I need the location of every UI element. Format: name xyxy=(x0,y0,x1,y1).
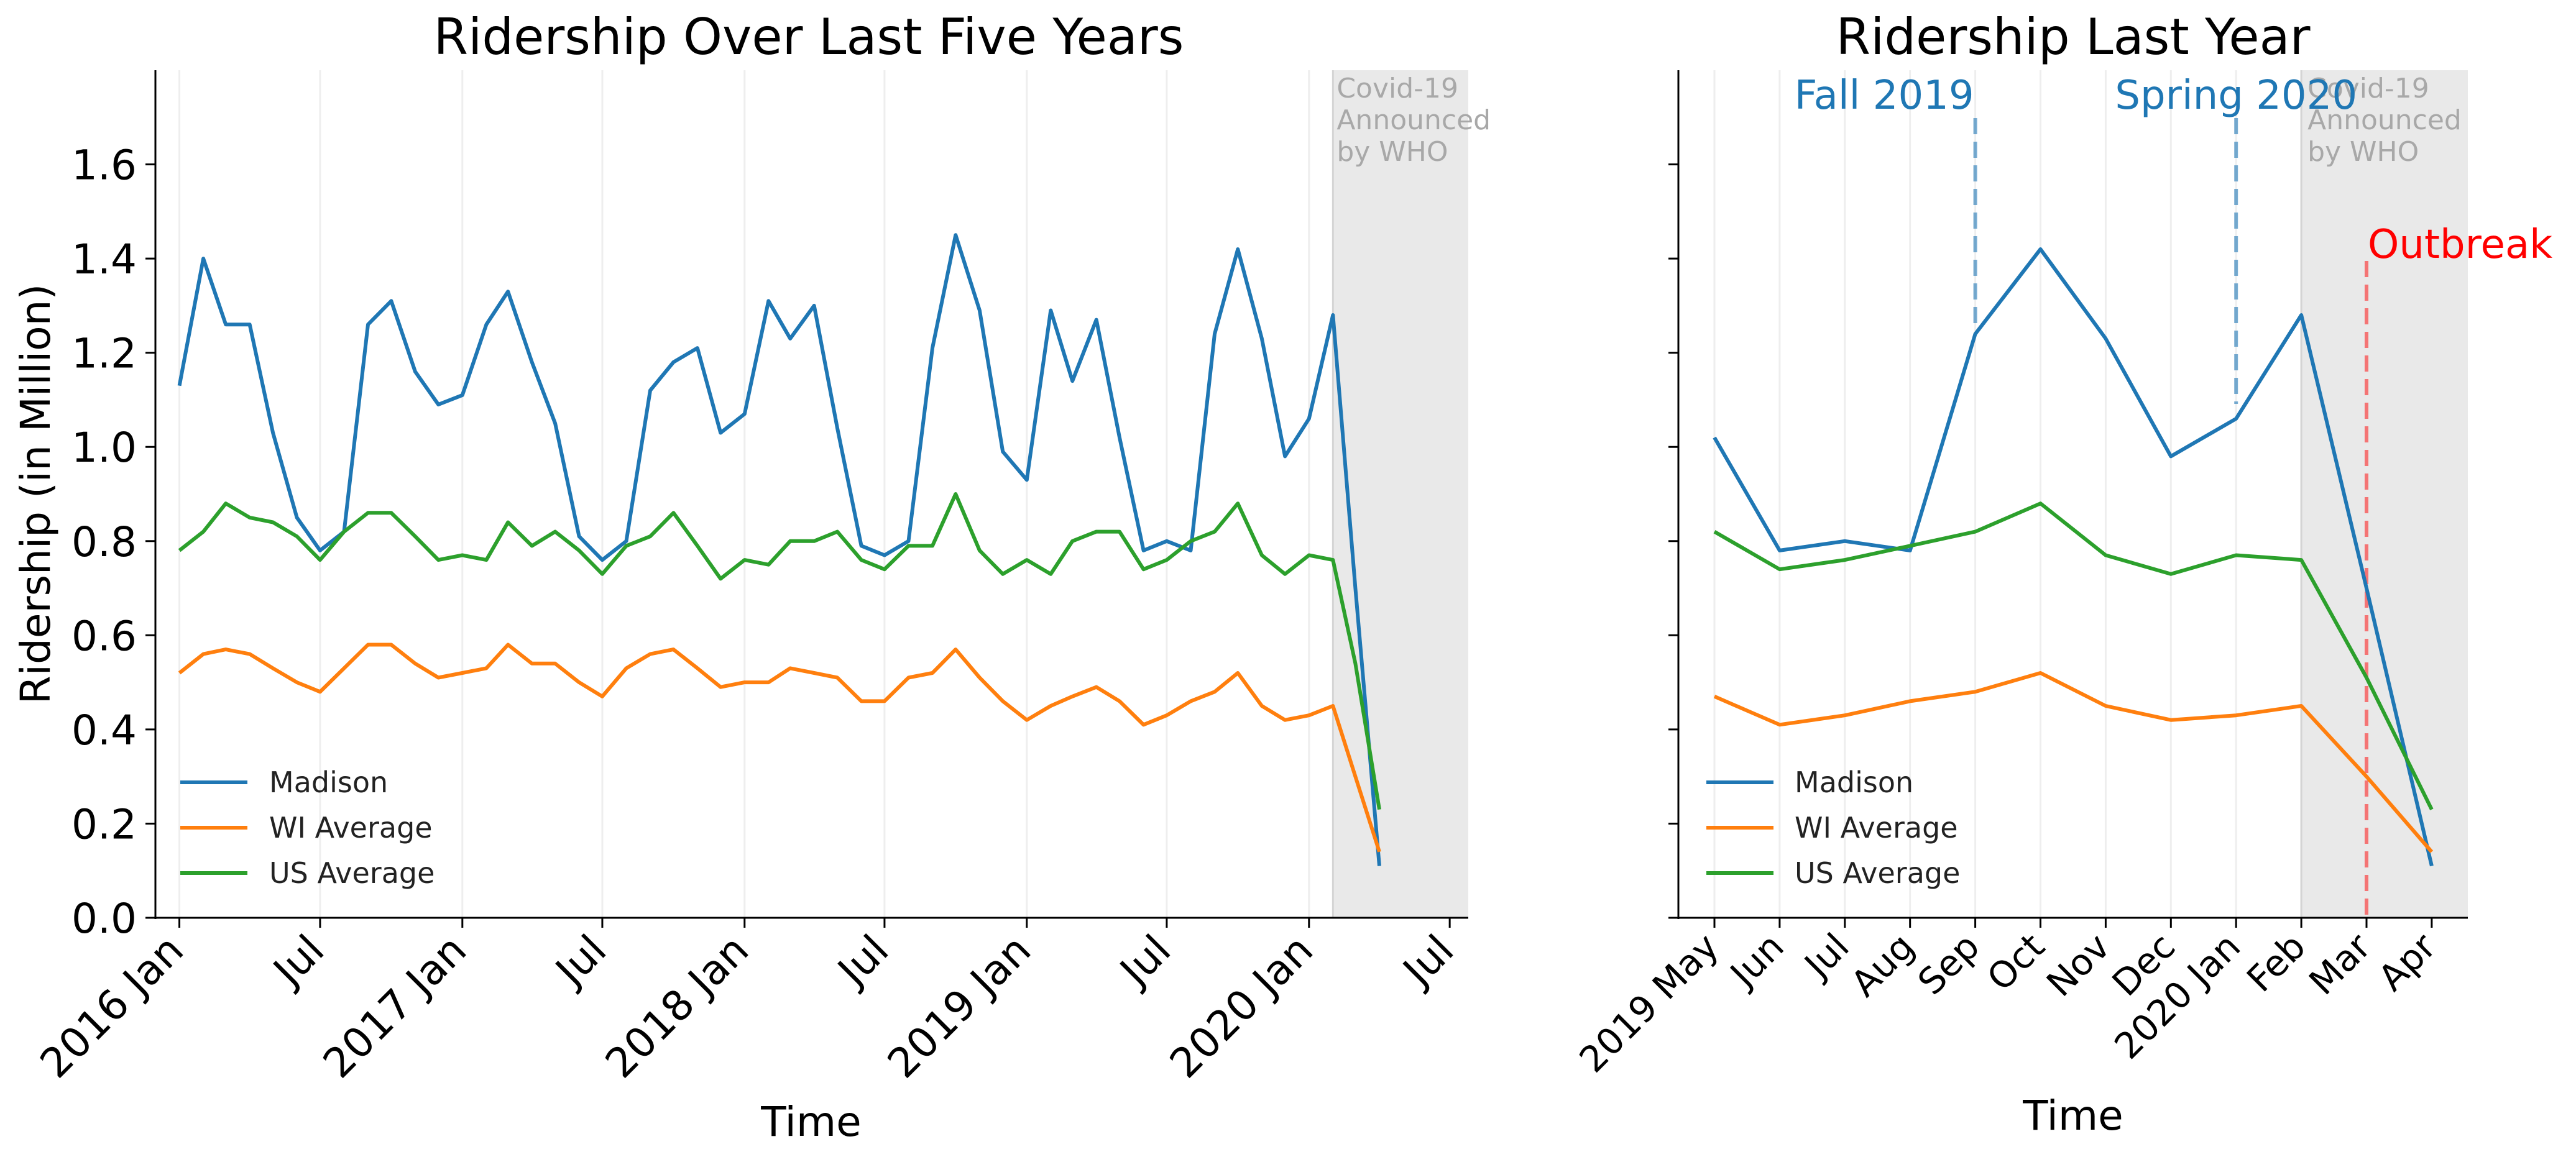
covid-shaded-region xyxy=(2301,70,2468,918)
x-tick-label: Jul xyxy=(545,926,616,997)
x-tick-label: Aug xyxy=(1842,925,1922,1005)
series-line-us-average xyxy=(1713,501,2434,811)
marker-label-outbreak: Outbreak xyxy=(2368,222,2552,268)
covid-annotation-text: Covid-19 xyxy=(1336,73,1458,104)
y-tick-label: 0.6 xyxy=(71,612,137,660)
x-tick-label: Nov xyxy=(2038,925,2118,1005)
legend-label-wi-average: WI Average xyxy=(1795,811,1958,844)
covid-annotation-text: Announced xyxy=(1336,104,1491,136)
y-tick-label: 0.0 xyxy=(71,895,137,943)
y-tick-label: 1.0 xyxy=(71,424,137,472)
x-tick-label: Apr xyxy=(2370,925,2444,999)
x-tick-label: 2019 May xyxy=(1571,925,1727,1081)
y-tick-label: 0.4 xyxy=(71,707,137,754)
covid-annotation-text: by WHO xyxy=(1336,136,1448,168)
series-line-madison xyxy=(177,233,1381,866)
covid-annotation-text: by WHO xyxy=(2307,136,2419,168)
legend-label-us-average: US Average xyxy=(269,856,435,890)
x-tick-label: 2017 Jan xyxy=(314,926,476,1087)
x-tick-label: Jul xyxy=(263,926,334,997)
x-axis-label: Time xyxy=(2022,1092,2123,1140)
y-tick-label: 1.6 xyxy=(71,142,137,190)
x-tick-label: Jun xyxy=(1721,925,1792,996)
legend-label-madison: Madison xyxy=(1795,766,1913,799)
x-tick-label: Mar xyxy=(2301,925,2379,1004)
covid-shaded-region xyxy=(1333,70,1468,918)
chart-title: Ridership Last Year xyxy=(1836,8,2311,66)
x-tick-label: Oct xyxy=(1979,925,2053,999)
series-line-us-average xyxy=(178,492,1381,810)
covid-annotation-text: Covid-19 xyxy=(2307,73,2429,104)
x-tick-label: 2019 Jan xyxy=(878,926,1040,1087)
x-tick-label: 2018 Jan xyxy=(596,926,758,1087)
x-tick-label: Sep xyxy=(1910,925,1987,1003)
x-tick-label: Feb xyxy=(2238,925,2314,1000)
chart-title: Ridership Over Last Five Years xyxy=(434,8,1184,66)
legend-label-us-average: US Average xyxy=(1795,856,1960,890)
marker-label-spring-2020: Spring 2020 xyxy=(2115,73,2357,119)
y-tick-label: 1.4 xyxy=(71,236,137,283)
legend-label-madison: Madison xyxy=(269,766,388,799)
legend-label-wi-average: WI Average xyxy=(269,811,433,844)
x-tick-label: Jul xyxy=(1392,926,1463,997)
y-tick-label: 1.2 xyxy=(71,330,137,378)
y-tick-label: 0.2 xyxy=(71,800,137,848)
x-tick-label: 2016 Jan xyxy=(31,926,193,1087)
x-axis-label: Time xyxy=(760,1098,862,1146)
series-line-wi-average xyxy=(178,643,1381,853)
x-tick-label: 2020 Jan xyxy=(1161,926,1322,1087)
series-line-madison xyxy=(1713,247,2434,867)
x-tick-label: Jul xyxy=(827,926,898,997)
x-tick-label: Jul xyxy=(1110,926,1180,997)
marker-label-fall-2019: Fall 2019 xyxy=(1795,73,1974,119)
series-line-wi-average xyxy=(1713,671,2434,853)
covid-annotation-text: Announced xyxy=(2307,104,2462,136)
y-axis-label: Ridership (in Million) xyxy=(12,284,60,704)
y-tick-label: 0.8 xyxy=(71,518,137,566)
